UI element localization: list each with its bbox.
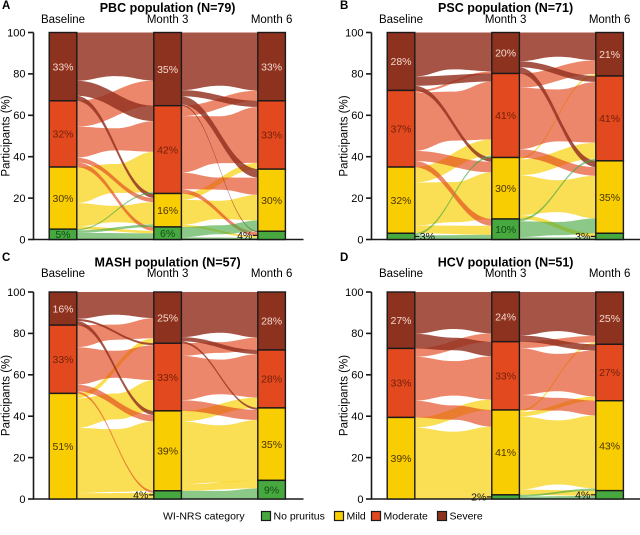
svg-text:Month 6: Month 6 <box>251 14 293 26</box>
svg-text:51%: 51% <box>52 441 73 453</box>
svg-text:30%: 30% <box>52 193 73 205</box>
svg-text:16%: 16% <box>157 205 178 217</box>
svg-text:Baseline: Baseline <box>41 14 85 26</box>
svg-text:24%: 24% <box>495 312 516 324</box>
svg-text:33%: 33% <box>261 61 282 73</box>
svg-text:33%: 33% <box>157 372 178 384</box>
svg-text:A: A <box>2 0 10 12</box>
svg-text:Severe: Severe <box>450 511 483 523</box>
svg-text:0: 0 <box>19 494 25 506</box>
svg-text:6%: 6% <box>160 228 175 240</box>
svg-text:28%: 28% <box>261 374 282 386</box>
svg-text:39%: 39% <box>157 446 178 458</box>
svg-text:Month 6: Month 6 <box>251 268 293 280</box>
svg-text:4%: 4% <box>133 490 148 502</box>
svg-text:Month 3: Month 3 <box>147 14 189 26</box>
svg-text:20: 20 <box>351 452 363 464</box>
svg-text:4%: 4% <box>575 489 590 501</box>
svg-text:HCV population (N=51): HCV population (N=51) <box>438 256 574 270</box>
svg-text:Participants (%): Participants (%) <box>339 355 351 436</box>
svg-text:3%: 3% <box>420 231 435 243</box>
svg-text:C: C <box>2 252 10 264</box>
svg-text:Mild: Mild <box>347 511 366 523</box>
svg-text:100: 100 <box>345 287 363 299</box>
svg-text:80: 80 <box>13 69 25 81</box>
svg-text:80: 80 <box>351 69 363 81</box>
svg-text:41%: 41% <box>495 110 516 122</box>
svg-text:33%: 33% <box>495 371 516 383</box>
svg-text:41%: 41% <box>495 447 516 459</box>
svg-text:21%: 21% <box>599 49 620 61</box>
svg-text:60: 60 <box>13 370 25 382</box>
svg-text:Baseline: Baseline <box>41 268 85 280</box>
svg-text:35%: 35% <box>157 64 178 76</box>
svg-text:25%: 25% <box>599 313 620 325</box>
svg-text:33%: 33% <box>52 61 73 73</box>
svg-text:PBC population (N=79): PBC population (N=79) <box>100 1 236 15</box>
svg-text:Month 3: Month 3 <box>485 14 527 26</box>
svg-text:Month 6: Month 6 <box>589 268 631 280</box>
svg-text:37%: 37% <box>390 123 411 135</box>
svg-text:20: 20 <box>13 193 25 205</box>
svg-text:9%: 9% <box>264 484 279 496</box>
svg-text:MASH population (N=57): MASH population (N=57) <box>95 256 241 270</box>
svg-text:27%: 27% <box>599 367 620 379</box>
svg-text:Month 6: Month 6 <box>589 14 631 26</box>
svg-text:B: B <box>340 0 348 12</box>
svg-text:4%: 4% <box>237 230 252 242</box>
svg-text:80: 80 <box>13 328 25 340</box>
svg-text:28%: 28% <box>261 316 282 328</box>
svg-text:100: 100 <box>345 27 363 39</box>
svg-text:25%: 25% <box>157 312 178 324</box>
svg-text:30%: 30% <box>261 195 282 207</box>
svg-text:2%: 2% <box>471 492 486 504</box>
svg-text:5%: 5% <box>55 229 70 241</box>
svg-text:28%: 28% <box>390 56 411 68</box>
svg-text:20: 20 <box>351 193 363 205</box>
svg-text:Participants (%): Participants (%) <box>1 95 13 176</box>
svg-text:Month 3: Month 3 <box>147 268 189 280</box>
svg-text:30%: 30% <box>495 183 516 195</box>
svg-text:32%: 32% <box>52 129 73 141</box>
svg-text:33%: 33% <box>261 130 282 142</box>
svg-text:41%: 41% <box>599 113 620 125</box>
svg-text:80: 80 <box>351 328 363 340</box>
svg-text:100: 100 <box>7 287 25 299</box>
svg-text:16%: 16% <box>52 303 73 315</box>
svg-text:32%: 32% <box>390 195 411 207</box>
svg-text:0: 0 <box>357 494 363 506</box>
svg-text:35%: 35% <box>599 192 620 204</box>
svg-text:27%: 27% <box>390 315 411 327</box>
svg-text:43%: 43% <box>599 440 620 452</box>
svg-text:40: 40 <box>351 152 363 164</box>
svg-text:WI-NRS category: WI-NRS category <box>163 511 245 523</box>
svg-text:60: 60 <box>351 370 363 382</box>
svg-text:42%: 42% <box>157 144 178 156</box>
svg-text:60: 60 <box>13 110 25 122</box>
svg-text:Month 3: Month 3 <box>485 268 527 280</box>
svg-text:20: 20 <box>13 452 25 464</box>
svg-text:3%: 3% <box>575 231 590 243</box>
svg-text:20%: 20% <box>495 48 516 60</box>
svg-text:Baseline: Baseline <box>379 268 423 280</box>
svg-text:Participants (%): Participants (%) <box>1 355 13 436</box>
svg-text:40: 40 <box>13 152 25 164</box>
svg-text:10%: 10% <box>495 224 516 236</box>
svg-text:Moderate: Moderate <box>384 511 429 523</box>
svg-text:40: 40 <box>351 411 363 423</box>
svg-text:33%: 33% <box>390 378 411 390</box>
svg-text:Participants (%): Participants (%) <box>339 95 351 176</box>
svg-text:33%: 33% <box>52 354 73 366</box>
svg-text:39%: 39% <box>390 453 411 465</box>
svg-text:Baseline: Baseline <box>379 14 423 26</box>
svg-text:0: 0 <box>357 234 363 246</box>
svg-text:No pruritus: No pruritus <box>274 511 325 523</box>
svg-text:PSC population (N=71): PSC population (N=71) <box>438 1 573 15</box>
svg-text:D: D <box>340 252 348 264</box>
svg-text:100: 100 <box>7 27 25 39</box>
svg-text:0: 0 <box>19 234 25 246</box>
svg-text:40: 40 <box>13 411 25 423</box>
svg-text:60: 60 <box>351 110 363 122</box>
svg-text:35%: 35% <box>261 439 282 451</box>
